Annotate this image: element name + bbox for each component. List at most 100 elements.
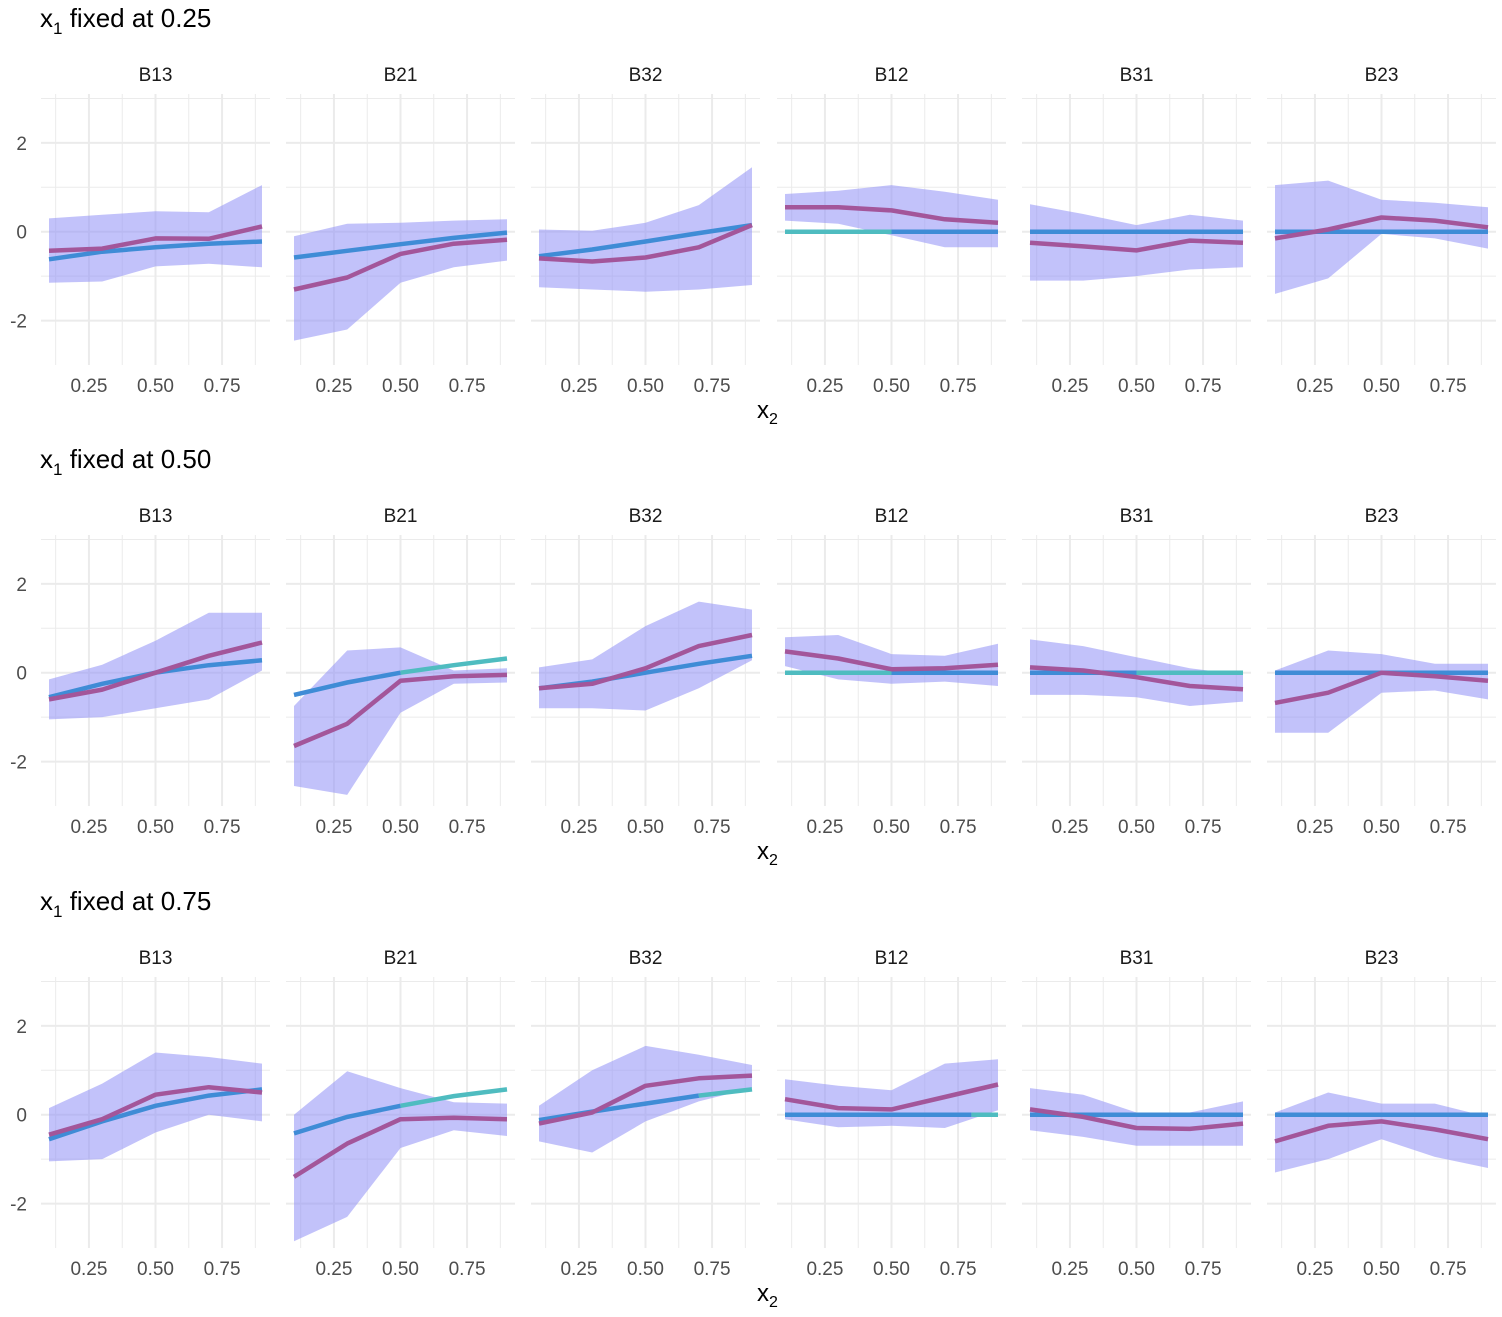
x-tick-label: 0.50	[137, 817, 174, 838]
x-tick-label: 0.50	[382, 817, 419, 838]
x-axis-label-var: x	[757, 397, 769, 424]
panel-b21: B21 0.25 0.50 0.75	[286, 65, 515, 397]
estimate-line	[48, 640, 263, 702]
x-tick-label: 0.50	[627, 1259, 664, 1280]
estimate-line	[1274, 1119, 1489, 1144]
panel-b13: B13 0.25 0.50 0.75	[41, 506, 270, 838]
true-function-line	[538, 222, 753, 259]
estimate-line	[1274, 670, 1489, 706]
x-tick-label: 0.50	[1363, 1259, 1400, 1280]
x-tick-label: 0.25	[560, 376, 597, 397]
confidence-band	[1275, 180, 1488, 294]
estimate-line	[1274, 215, 1489, 241]
row-title-subscript: 1	[53, 460, 62, 479]
panel-b23: B23 0.25 0.50 0.75	[1267, 506, 1496, 838]
row-title: x1 fixed at 0.50	[40, 444, 211, 479]
panel-strip-label: B23	[1365, 506, 1399, 527]
x-tick-label: 0.50	[627, 376, 664, 397]
x-axis-label-var: x	[757, 838, 769, 865]
panel-strip-label: B23	[1365, 948, 1399, 969]
x-tick-label: 0.75	[449, 1259, 486, 1280]
x-axis-label-var: x	[757, 1280, 769, 1307]
estimate-line	[292, 1115, 508, 1179]
panel-strip-label: B31	[1120, 506, 1154, 527]
panel-strip-label: B32	[629, 65, 663, 86]
panel-strip-label: B31	[1120, 65, 1154, 86]
confidence-band	[294, 1071, 507, 1242]
estimate-line	[48, 224, 263, 254]
estimate-line	[785, 205, 999, 226]
x-tick-label: 0.25	[315, 1259, 352, 1280]
panel-b12: B12 0.25 0.50 0.75	[777, 506, 1006, 838]
panel-b13: B13 0.25 0.50 0.75	[41, 948, 270, 1280]
panel-b21: B21 0.25 0.50 0.75	[286, 506, 515, 838]
x-tick-label: 0.75	[940, 376, 977, 397]
y-tick-label: 2	[16, 134, 27, 155]
x-tick-label: 0.25	[1051, 817, 1088, 838]
x-tick-label: 0.50	[873, 376, 910, 397]
estimate-line	[1029, 665, 1244, 692]
row-title-var: x	[40, 886, 53, 916]
panel-strip-label: B21	[384, 948, 418, 969]
estimate-line	[293, 237, 508, 292]
x-tick-label: 0.50	[1118, 817, 1155, 838]
estimate-line	[784, 1082, 999, 1112]
panel-b23: B23 0.25 0.50 0.75	[1267, 948, 1496, 1280]
true-function-line	[48, 239, 263, 262]
estimate-line	[1029, 1107, 1244, 1132]
x-tick-label: 0.75	[449, 817, 486, 838]
x-tick-label: 0.75	[694, 376, 731, 397]
panel-b13: B13 0.25 0.50 0.75	[41, 65, 270, 397]
x-tick-label: 0.50	[873, 817, 910, 838]
row-title-var: x	[40, 3, 53, 33]
x-tick-label: 0.50	[137, 376, 174, 397]
x-axis-label: x2	[757, 397, 778, 428]
panel-strip-label: B12	[875, 948, 909, 969]
x-tick-label: 0.25	[1051, 376, 1088, 397]
x-tick-label: 0.50	[1118, 376, 1155, 397]
estimate-line	[784, 649, 999, 672]
y-tick-label: -2	[10, 1195, 27, 1216]
panel-strip-label: B13	[139, 506, 173, 527]
panel-strip-label: B12	[875, 65, 909, 86]
x-tick-label: 0.75	[449, 376, 486, 397]
true-function-line	[400, 1087, 508, 1109]
row-title-text: fixed at 0.25	[62, 3, 211, 33]
x-axis-label-subscript: 2	[769, 411, 778, 428]
x-tick-label: 0.75	[694, 1259, 731, 1280]
true-function-line	[293, 230, 508, 260]
x-tick-label: 0.75	[204, 1259, 241, 1280]
y-tick-label: 2	[16, 575, 27, 596]
x-tick-label: 0.25	[315, 817, 352, 838]
panel-b31: B31 0.25 0.50 0.75	[1022, 65, 1251, 397]
x-tick-label: 0.25	[70, 817, 107, 838]
x-tick-label: 0.50	[382, 376, 419, 397]
panel-b12: B12 0.25 0.50 0.75	[777, 948, 1006, 1280]
panel-strip-label: B13	[139, 948, 173, 969]
y-tick-label: -2	[10, 753, 27, 774]
row-title-subscript: 1	[53, 902, 62, 921]
row-title-subscript: 1	[53, 19, 62, 38]
x-axis-label: x2	[757, 838, 778, 869]
x-tick-label: 0.50	[1363, 817, 1400, 838]
confidence-band	[1030, 204, 1243, 281]
x-tick-label: 0.50	[137, 1259, 174, 1280]
panel-strip-label: B13	[139, 65, 173, 86]
x-axis-label-subscript: 2	[769, 852, 778, 869]
true-function-line	[48, 1087, 263, 1142]
estimate-line	[1029, 238, 1244, 253]
panel-strip-label: B21	[384, 506, 418, 527]
panel-strip-label: B32	[629, 948, 663, 969]
x-tick-label: 0.25	[1296, 817, 1333, 838]
true-function-line	[293, 670, 401, 698]
true-function-line	[293, 1103, 401, 1136]
x-tick-label: 0.25	[70, 376, 107, 397]
y-tick-label: 0	[16, 223, 27, 244]
panel-b21: B21 0.25 0.50 0.75	[286, 948, 515, 1280]
x-axis-label: x2	[757, 1280, 778, 1311]
row-title: x1 fixed at 0.25	[40, 3, 211, 38]
x-tick-label: 0.75	[204, 376, 241, 397]
